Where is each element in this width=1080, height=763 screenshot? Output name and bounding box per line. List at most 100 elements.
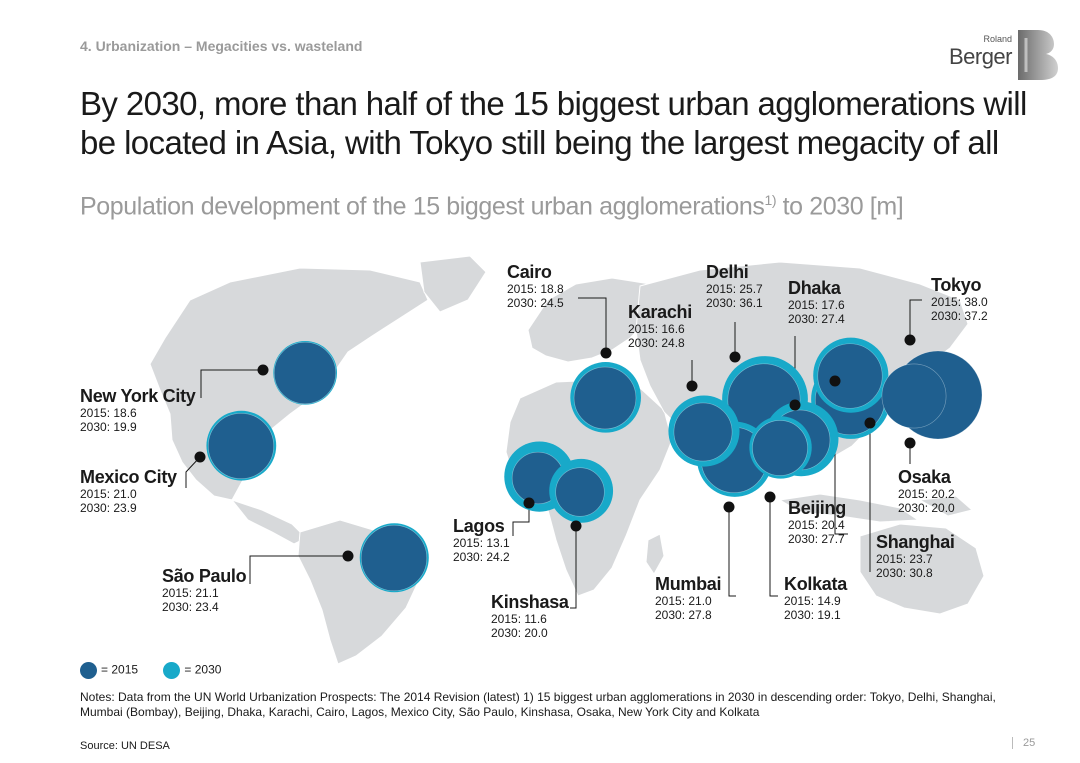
label-mexico-city: Mexico City 2015: 21.0 2030: 23.9 bbox=[80, 467, 177, 515]
marker-dot-new-york-city bbox=[257, 364, 269, 376]
label-value-2015: 2015: 14.9 bbox=[784, 594, 841, 608]
bubble-2015-sao-paulo bbox=[360, 524, 428, 592]
label-city-name: Mexico City bbox=[80, 467, 177, 487]
label-city-name: Delhi bbox=[706, 262, 749, 282]
label-value-2015: 2015: 11.6 bbox=[491, 612, 547, 626]
label-shanghai: Shanghai 2015: 23.7 2030: 30.8 bbox=[876, 532, 955, 580]
page-number: 25 bbox=[1012, 737, 1035, 749]
label-dhaka: Dhaka 2015: 17.6 2030: 27.4 bbox=[788, 278, 845, 326]
connector-lagos bbox=[512, 503, 530, 536]
indonesia-shape bbox=[778, 493, 920, 523]
label-value-2030: 2030: 27.8 bbox=[655, 608, 712, 622]
label-city-name: Tokyo bbox=[931, 275, 982, 295]
label-value-2015: 2015: 20.4 bbox=[788, 518, 845, 532]
callout-connectors bbox=[185, 297, 922, 609]
page-title: By 2030, more than half of the 15 bigges… bbox=[80, 85, 1027, 161]
logo-b-icon bbox=[1018, 30, 1058, 80]
source-text: Source: UN DESA bbox=[80, 740, 170, 752]
connector-cairo bbox=[578, 297, 607, 353]
bubble-2015-new-york-city bbox=[273, 341, 337, 405]
bubble-2015-karachi bbox=[673, 402, 733, 462]
marker-dot-sao-paulo bbox=[342, 550, 354, 562]
bubble-2015-osaka bbox=[881, 363, 947, 429]
subtitle-text: Population development of the 15 biggest… bbox=[80, 192, 765, 221]
label-value-2015: 2015: 25.7 bbox=[706, 282, 763, 296]
label-city-name: Shanghai bbox=[876, 532, 955, 552]
logo-text-main: Berger bbox=[948, 44, 1013, 69]
marker-dot-shanghai bbox=[864, 417, 876, 429]
label-value-2030: 2030: 30.8 bbox=[876, 566, 933, 580]
label-tokyo: Tokyo 2015: 38.0 2030: 37.2 bbox=[931, 275, 988, 323]
label-beijing: Beijing 2015: 20.4 2030: 27.7 bbox=[788, 498, 846, 546]
logo-text-top: Roland bbox=[983, 34, 1012, 44]
greenland-shape bbox=[419, 255, 487, 313]
label-city-name: Kolkata bbox=[784, 574, 847, 594]
label-kinshasa: Kinshasa 2015: 11.6 2030: 20.0 bbox=[491, 592, 569, 640]
label-city-name: New York City bbox=[80, 386, 196, 406]
label-city-name: Dhaka bbox=[788, 278, 841, 298]
label-value-2015: 2015: 21.1 bbox=[162, 586, 219, 600]
roland-berger-logo: Roland Berger bbox=[948, 28, 1060, 84]
chart-subtitle: Population development of the 15 biggest… bbox=[80, 192, 904, 221]
madagascar-shape bbox=[645, 533, 665, 575]
label-city-name: Osaka bbox=[898, 467, 951, 487]
bubble-2015-kolkata bbox=[752, 420, 808, 476]
connector-kinshasa bbox=[570, 526, 577, 609]
subtitle-footnote-marker: 1) bbox=[764, 192, 777, 208]
label-lagos: Lagos 2015: 13.1 2030: 24.2 bbox=[453, 516, 510, 564]
label-city-name: Kinshasa bbox=[491, 592, 569, 612]
section-label: 4. Urbanization – Megacities vs. wastela… bbox=[80, 38, 363, 54]
label-city-name: Beijing bbox=[788, 498, 846, 518]
label-value-2030: 2030: 19.1 bbox=[784, 608, 841, 622]
legend-label-2015: = 2015 bbox=[101, 662, 139, 677]
bubble-2015-beijing bbox=[817, 343, 883, 409]
label-sao-paulo: São Paulo 2015: 21.1 2030: 23.4 bbox=[162, 566, 247, 614]
connector-sao-paulo bbox=[249, 555, 348, 584]
notes-text: Notes: Data from the UN World Urbanizati… bbox=[80, 690, 996, 719]
australia-shape bbox=[859, 523, 985, 615]
legend-swatch-2015 bbox=[80, 662, 97, 679]
bubble-2015-kinshasa bbox=[555, 467, 605, 517]
marker-dot-kinshasa bbox=[570, 520, 582, 532]
label-value-2030: 2030: 24.2 bbox=[453, 550, 510, 564]
marker-dot-osaka bbox=[904, 437, 916, 449]
connector-kolkata bbox=[769, 497, 778, 597]
label-value-2015: 2015: 17.6 bbox=[788, 298, 845, 312]
label-value-2030: 2030: 20.0 bbox=[898, 501, 955, 515]
marker-dot-delhi bbox=[729, 351, 741, 363]
central-america-shape bbox=[230, 498, 307, 545]
label-value-2015: 2015: 21.0 bbox=[80, 487, 137, 501]
label-city-name: São Paulo bbox=[162, 566, 247, 586]
label-city-name: Karachi bbox=[628, 302, 692, 322]
label-city-name: Mumbai bbox=[655, 574, 722, 594]
label-value-2015: 2015: 18.8 bbox=[507, 282, 564, 296]
label-mumbai: Mumbai 2015: 21.0 2030: 27.8 bbox=[655, 574, 722, 622]
marker-dot-karachi bbox=[686, 380, 698, 392]
label-value-2015: 2015: 18.6 bbox=[80, 406, 137, 420]
legend: = 2015 = 2030 bbox=[80, 662, 243, 682]
marker-dot-beijing bbox=[829, 375, 841, 387]
label-value-2015: 2015: 23.7 bbox=[876, 552, 933, 566]
marker-dot-mumbai bbox=[723, 501, 735, 513]
label-value-2015: 2015: 16.6 bbox=[628, 322, 685, 336]
connector-mumbai bbox=[728, 507, 736, 597]
label-value-2030: 2030: 24.8 bbox=[628, 336, 685, 350]
marker-dot-mexico-city bbox=[194, 451, 206, 463]
connector-mexico-city bbox=[185, 456, 201, 488]
label-new-york-city: New York City 2015: 18.6 2030: 19.9 bbox=[80, 386, 196, 434]
marker-dot-lagos bbox=[523, 497, 535, 509]
city-markers bbox=[194, 334, 916, 562]
new-guinea-shape bbox=[918, 495, 974, 517]
label-value-2030: 2030: 24.5 bbox=[507, 296, 564, 310]
label-value-2030: 2030: 19.9 bbox=[80, 420, 137, 434]
bubble-2015-mexico-city bbox=[207, 412, 275, 480]
label-value-2015: 2015: 20.2 bbox=[898, 487, 955, 501]
label-value-2030: 2030: 20.0 bbox=[491, 626, 548, 640]
label-karachi: Karachi 2015: 16.6 2030: 24.8 bbox=[628, 302, 692, 350]
connector-new-york-city bbox=[200, 369, 263, 398]
connector-tokyo bbox=[909, 299, 922, 340]
legend-label-2030: = 2030 bbox=[184, 662, 222, 677]
label-value-2030: 2030: 23.4 bbox=[162, 600, 219, 614]
label-city-name: Cairo bbox=[507, 262, 552, 282]
